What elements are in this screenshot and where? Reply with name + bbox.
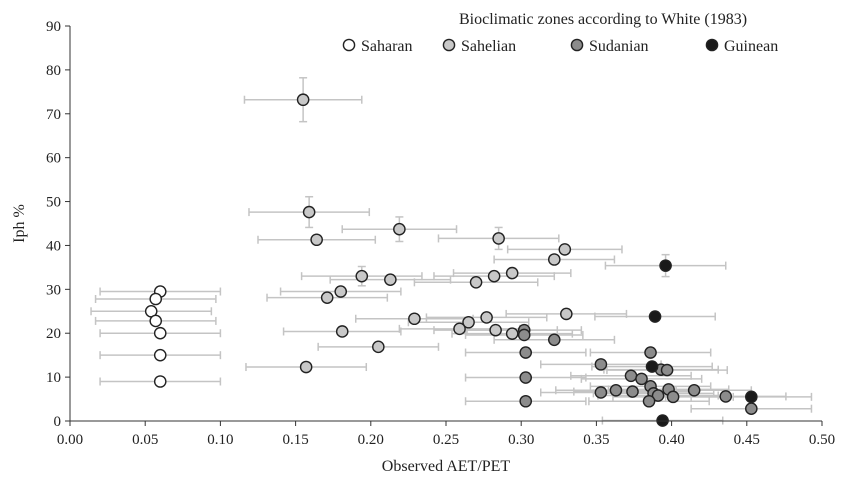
data-point-sahelian (462, 315, 475, 329)
data-point-sahelian (487, 269, 501, 283)
legend-label-sudanian: Sudanian (589, 38, 649, 55)
x-tick-label: 0.40 (658, 432, 684, 448)
x-tick-label: 0.20 (358, 432, 384, 448)
data-point-sahelian (296, 93, 310, 107)
data-point-sahelian (384, 273, 397, 286)
data-point-guinean (648, 310, 662, 323)
data-point-saharan (153, 326, 167, 340)
legend-marker-guinean (705, 38, 719, 52)
x-tick-label: 0.25 (433, 432, 459, 448)
data-point-sudanian (547, 333, 561, 347)
data-point-sahelian (355, 269, 369, 283)
legend: Bioclimatic zones according to White (19… (342, 11, 778, 55)
x-tick-label: 0.45 (734, 432, 760, 448)
data-point-sudanian (594, 358, 608, 371)
data-point-sudanian (626, 385, 639, 398)
data-point-guinean (659, 259, 672, 272)
data-point-sudanian (519, 394, 533, 408)
y-tick-label: 10 (46, 370, 61, 386)
x-axis-title: Observed AET/PET (382, 458, 511, 475)
data-point-sahelian (372, 340, 385, 354)
data-point-sudanian (666, 390, 680, 404)
data-point-guinean (745, 390, 758, 404)
y-tick-label: 40 (46, 238, 61, 254)
data-point-sudanian (687, 383, 701, 397)
data-point-sahelian (547, 253, 561, 266)
data-point-sahelian (505, 327, 519, 340)
data-point-sudanian (519, 371, 533, 384)
data-point-sahelian (310, 233, 323, 247)
data-point-sudanian (745, 402, 758, 416)
y-tick-label: 70 (46, 107, 61, 123)
data-point-sahelian (489, 323, 502, 337)
axes-layer: 0 10 20 30 40 50 60 70 80 90 0.00 0.05 0.10 0.15 0.20 0… (46, 19, 835, 448)
data-point-sudanian (651, 389, 665, 402)
y-tick-label: 20 (46, 326, 61, 342)
data-point-sahelian (480, 311, 493, 324)
x-tick-label: 0.00 (57, 432, 83, 448)
legend-marker-saharan (342, 38, 356, 52)
data-point-sahelian (560, 307, 573, 321)
x-tick-label: 0.10 (207, 432, 233, 448)
y-tick-label: 80 (46, 63, 61, 79)
error-bars-layer (90, 77, 813, 425)
data-point-sudanian (624, 369, 638, 383)
data-point-sahelian (320, 291, 334, 304)
data-point-saharan (153, 375, 167, 388)
legend-label-guinean: Guinean (724, 38, 778, 55)
data-point-guinean (645, 360, 659, 373)
data-point-sahelian (393, 222, 406, 236)
x-tick-label: 0.15 (282, 432, 308, 448)
legend-marker-sahelian (442, 38, 456, 52)
data-point-saharan (153, 348, 167, 362)
legend-items: Saharan Sahelian Sudanian Guinean (342, 38, 778, 55)
data-point-sahelian (299, 360, 313, 374)
legend-title: Bioclimatic zones according to White (19… (459, 11, 747, 28)
data-point-sahelian (492, 232, 505, 245)
legend-label-sahelian: Sahelian (461, 38, 516, 55)
data-point-sahelian (505, 266, 519, 280)
data-point-sahelian (558, 243, 572, 256)
y-tick-label: 50 (46, 195, 61, 211)
data-point-sudanian (519, 346, 533, 359)
legend-label-saharan: Saharan (361, 38, 413, 55)
data-point-sudanian (594, 386, 608, 399)
x-tick-label: 0.05 (132, 432, 158, 448)
data-point-sudanian (660, 363, 674, 377)
data-point-sudanian (517, 328, 531, 342)
y-tick-label: 90 (46, 19, 61, 35)
data-point-sudanian (609, 383, 623, 397)
data-point-sahelian (453, 322, 466, 336)
data-point-sahelian (335, 325, 349, 338)
data-point-sahelian (302, 205, 316, 219)
data-point-sudanian (635, 372, 648, 386)
data-point-sahelian (334, 285, 348, 298)
points-layer (144, 93, 758, 427)
data-point-saharan (149, 314, 163, 328)
data-point-sudanian (644, 346, 657, 359)
legend-marker-sudanian (570, 38, 584, 52)
x-tick-label: 0.30 (508, 432, 534, 448)
x-tick-label: 0.35 (583, 432, 609, 448)
data-point-sudanian (642, 394, 656, 408)
y-axis-title: Iph % (11, 204, 28, 243)
y-tick-label: 0 (54, 414, 62, 430)
y-tick-label: 30 (46, 282, 61, 298)
data-point-sudanian (719, 390, 733, 403)
data-point-saharan (149, 292, 163, 306)
x-tick-label: 0.50 (809, 432, 835, 448)
y-tick-label: 60 (46, 151, 61, 167)
data-point-sahelian (469, 276, 483, 289)
data-point-sahelian (408, 312, 421, 326)
